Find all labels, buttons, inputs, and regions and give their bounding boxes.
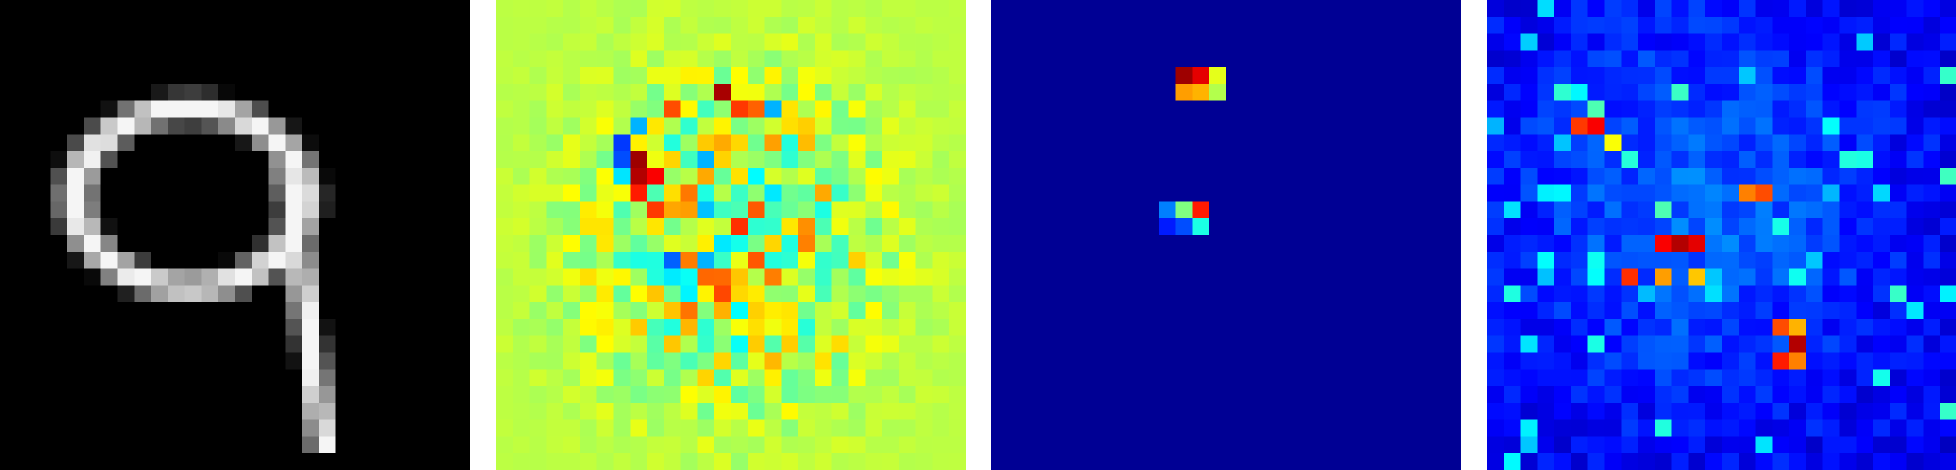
- activation-map-panel: [1487, 0, 1956, 470]
- digit-input-panel: [0, 0, 470, 470]
- gradient-map-panel: [496, 0, 966, 470]
- sparse-map-panel: [991, 0, 1461, 470]
- sparse-heatmap-image: [991, 0, 1461, 470]
- activation-heatmap-image: [1487, 0, 1956, 470]
- digit-nine-image: [0, 0, 470, 470]
- gradient-heatmap-image: [496, 0, 966, 470]
